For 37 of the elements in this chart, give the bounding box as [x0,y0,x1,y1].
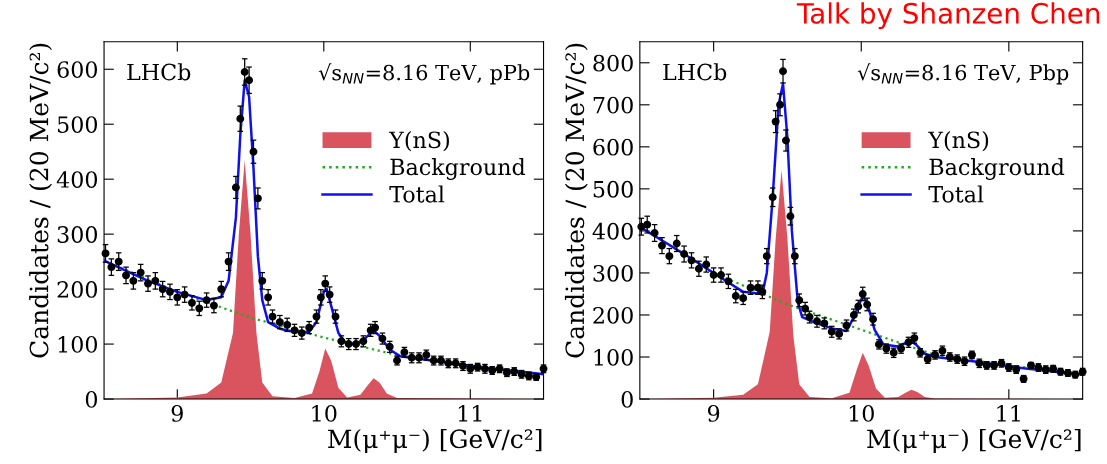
y-tick-label: 500 [57,116,98,133]
legend-label: Total [928,185,984,203]
y-axis-title: Candidates / (20 MeV/c²) [29,43,52,358]
legend-label: Background [929,158,1065,180]
y-tick-label: 600 [57,61,98,78]
y-tick-label: 0 [621,390,633,408]
y-tick-label: 400 [592,222,633,240]
x-tick-label: 9 [707,404,720,422]
y-tick-label: 800 [593,54,633,72]
x-tick-label: 11 [458,404,482,422]
y-tick-label: 0 [85,390,98,408]
annotation: √s$_{NN}$=8.16 TeV, Pbp [857,63,1069,85]
y-tick-label: 200 [57,281,98,298]
x-tick-label: 11 [997,404,1020,422]
y-tick-label: 100 [594,348,633,366]
legend-label: Υ(nS) [928,130,989,152]
x-axis-title: M(μ⁺μ⁻) [GeV/c²] [328,428,542,454]
annotation: LHCb [127,63,191,81]
y-tick-label: 200 [593,306,633,324]
text: Talk by Shanzen Chen [796,2,1100,30]
y-tick-label: 600 [593,138,633,156]
y-tick-label: 700 [593,96,633,114]
x-tick-label: 10 [312,404,337,422]
x-axis-title: M(μ⁺μ⁻) [GeV/c²] [867,428,1081,454]
legend-label: Υ(nS) [388,130,449,152]
x-tick-label: 10 [849,404,874,422]
y-axis-title: Candidates / (20 MeV/c²) [564,43,588,358]
legend-label: Total [389,185,445,203]
annotation: LHCb [663,63,727,81]
legend-label: Background [390,158,526,180]
y-tick-label: 100 [58,336,98,353]
y-tick-label: 300 [593,264,633,282]
y-tick-label: 400 [56,171,98,188]
x-tick-label: 9 [171,404,183,422]
y-tick-label: 300 [57,226,98,243]
y-tick-label: 500 [593,180,633,198]
annotation: √s$_{NN}$=8.16 TeV, pPb [318,63,530,85]
